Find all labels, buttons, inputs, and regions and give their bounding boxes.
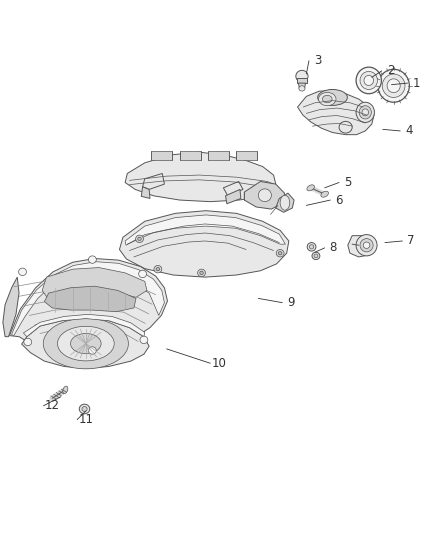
Text: 8: 8 <box>330 241 337 254</box>
Polygon shape <box>297 91 374 135</box>
Polygon shape <box>21 319 149 368</box>
Ellipse shape <box>88 256 96 263</box>
Ellipse shape <box>318 92 336 106</box>
Ellipse shape <box>43 318 128 369</box>
Polygon shape <box>208 151 229 160</box>
Ellipse shape <box>312 252 320 260</box>
Polygon shape <box>348 236 374 257</box>
Polygon shape <box>42 268 147 298</box>
Ellipse shape <box>321 191 328 197</box>
Ellipse shape <box>363 242 370 248</box>
Text: 6: 6 <box>336 193 343 207</box>
Ellipse shape <box>279 252 282 255</box>
Polygon shape <box>141 187 150 198</box>
Ellipse shape <box>88 347 96 354</box>
Ellipse shape <box>280 195 290 210</box>
Ellipse shape <box>79 404 90 414</box>
Polygon shape <box>151 151 172 160</box>
Polygon shape <box>276 193 294 212</box>
Polygon shape <box>298 83 305 88</box>
Ellipse shape <box>356 235 377 256</box>
Polygon shape <box>237 151 258 160</box>
Ellipse shape <box>276 249 284 257</box>
Polygon shape <box>23 314 145 337</box>
Text: 9: 9 <box>287 296 295 309</box>
Ellipse shape <box>154 265 162 273</box>
Text: 4: 4 <box>405 124 413 138</box>
Ellipse shape <box>258 189 272 201</box>
Ellipse shape <box>24 338 32 346</box>
Ellipse shape <box>360 71 378 90</box>
Text: 1: 1 <box>413 77 420 90</box>
Ellipse shape <box>314 254 318 258</box>
Ellipse shape <box>322 95 332 103</box>
Ellipse shape <box>198 269 205 277</box>
Polygon shape <box>180 151 201 160</box>
Ellipse shape <box>200 271 203 274</box>
Ellipse shape <box>139 270 147 278</box>
Ellipse shape <box>364 75 374 85</box>
Ellipse shape <box>18 268 26 276</box>
Ellipse shape <box>356 67 381 94</box>
Polygon shape <box>244 181 285 209</box>
Polygon shape <box>12 262 164 336</box>
Text: 2: 2 <box>387 64 394 77</box>
Ellipse shape <box>299 86 305 91</box>
Ellipse shape <box>57 326 114 361</box>
Text: 11: 11 <box>78 413 93 426</box>
Polygon shape <box>297 78 307 83</box>
Text: 5: 5 <box>344 176 351 189</box>
Polygon shape <box>44 286 136 312</box>
Ellipse shape <box>318 90 347 106</box>
Ellipse shape <box>360 239 373 252</box>
Text: 10: 10 <box>212 357 226 370</box>
Ellipse shape <box>63 386 68 393</box>
Ellipse shape <box>307 243 316 251</box>
Ellipse shape <box>156 268 159 271</box>
Polygon shape <box>120 211 289 277</box>
Ellipse shape <box>296 70 308 82</box>
Ellipse shape <box>136 235 144 243</box>
Polygon shape <box>143 173 164 189</box>
Ellipse shape <box>382 74 405 98</box>
Ellipse shape <box>82 407 87 411</box>
Ellipse shape <box>307 185 314 191</box>
Ellipse shape <box>359 106 371 119</box>
Polygon shape <box>10 259 167 353</box>
Polygon shape <box>223 181 243 196</box>
Polygon shape <box>3 277 19 337</box>
Text: 7: 7 <box>407 235 415 247</box>
Ellipse shape <box>71 334 101 354</box>
Polygon shape <box>125 152 276 201</box>
Text: 3: 3 <box>314 54 321 67</box>
Polygon shape <box>226 189 241 204</box>
Text: 12: 12 <box>45 399 60 413</box>
Ellipse shape <box>309 245 314 249</box>
Ellipse shape <box>356 102 374 123</box>
Ellipse shape <box>140 336 148 344</box>
Ellipse shape <box>387 79 400 93</box>
Ellipse shape <box>378 69 410 102</box>
Polygon shape <box>125 215 286 245</box>
Ellipse shape <box>339 122 352 133</box>
Ellipse shape <box>138 237 141 240</box>
Ellipse shape <box>362 109 368 116</box>
